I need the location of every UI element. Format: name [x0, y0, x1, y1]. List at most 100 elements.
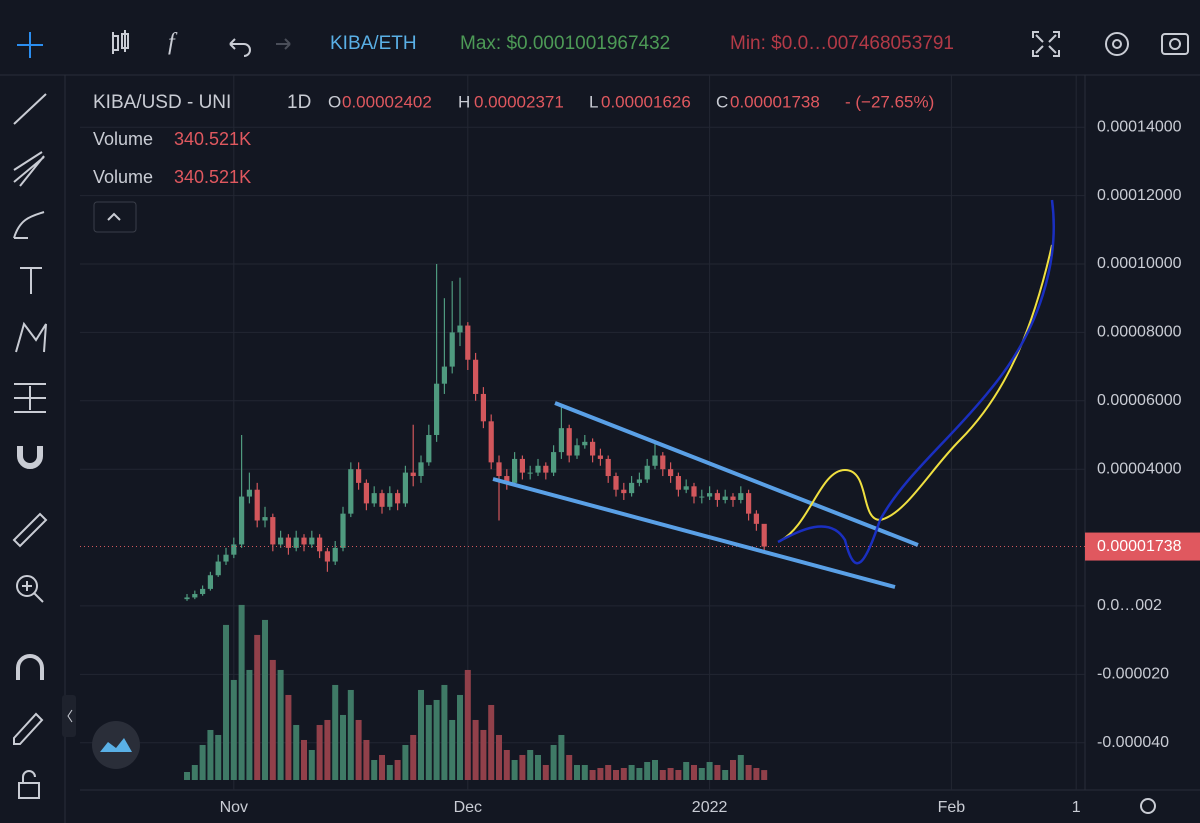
volume-bar [651, 759, 658, 780]
magnet-tool[interactable] [17, 446, 43, 469]
candle-body [551, 452, 557, 473]
lock-button[interactable] [18, 782, 40, 799]
snapshot-button[interactable] [1161, 33, 1189, 55]
volume-bar [690, 764, 697, 780]
candle-body [207, 575, 214, 589]
candle-body [714, 493, 720, 500]
y-tick-label: 0.00012000 [1097, 187, 1182, 204]
magnet-mode-button[interactable] [16, 654, 44, 680]
measure-tool[interactable] [12, 512, 48, 548]
y-tick-label: 0.00004000 [1097, 460, 1182, 477]
x-tick-label: Dec [454, 799, 482, 816]
fib-tool[interactable] [13, 151, 45, 187]
volume-bar [753, 767, 760, 780]
volume-bar [457, 694, 464, 780]
candle-body [278, 537, 284, 545]
indicators-button[interactable]: f [168, 30, 178, 56]
legend-h: H [458, 92, 470, 111]
candle-body [200, 588, 206, 595]
candle-body [285, 537, 292, 548]
x-tick-label: 1 [1072, 799, 1081, 816]
volume-bar [285, 694, 292, 780]
volume-bar [347, 689, 354, 780]
volume-bar [558, 734, 565, 780]
fullscreen-button[interactable] [1032, 31, 1060, 57]
volume-bar [332, 684, 339, 780]
legend-low: 0.00001626 [601, 92, 691, 111]
candle-body [613, 476, 619, 490]
volume-bar [737, 754, 744, 780]
legend-high: 0.00002371 [474, 92, 564, 111]
volume-bar [301, 739, 308, 780]
volume-label: Volume [93, 167, 153, 187]
candle-body [730, 496, 736, 500]
volume-bar [355, 719, 362, 780]
volume-bar [308, 749, 315, 780]
volume-bar [722, 769, 729, 780]
volume-bar [371, 759, 378, 780]
volume-bar [503, 749, 510, 780]
volume-bar [472, 719, 479, 780]
zoom-icon [22, 581, 44, 603]
max-label: Max: $0.0001001967432 [460, 33, 670, 54]
y-tick-label: 0.00014000 [1097, 118, 1182, 135]
candle-body [465, 325, 471, 360]
compare-symbol[interactable]: KIBA/ETH [330, 33, 417, 54]
volume-bar [667, 767, 674, 780]
volume-bar [464, 669, 471, 780]
candle-body [761, 523, 767, 547]
undo-button[interactable] [229, 38, 251, 57]
settings-button[interactable] [1105, 32, 1129, 56]
legend-open: 0.00002402 [342, 92, 432, 111]
candle-body [745, 493, 752, 514]
candle-body [597, 455, 604, 459]
volume-bar [488, 704, 495, 780]
volume-bar [410, 734, 417, 780]
text-tool[interactable] [20, 267, 42, 294]
prediction-tool[interactable] [14, 383, 46, 413]
candle-body [262, 517, 268, 521]
volume-bar [418, 689, 425, 780]
brush-tool[interactable] [13, 211, 45, 239]
tradingview-logo[interactable] [92, 721, 140, 769]
volume-bar [340, 714, 347, 780]
forecast-curve [779, 244, 1053, 542]
collapse-legend-button[interactable] [93, 201, 137, 233]
volume-bar [433, 699, 440, 780]
candle-body [519, 458, 526, 473]
volume-bar [386, 764, 393, 780]
volume-bar [698, 767, 705, 780]
volume-bar [589, 769, 596, 780]
candle-body [504, 476, 510, 483]
zoom-tool[interactable] [16, 575, 38, 597]
legend-change: - (−27.65%) [845, 92, 934, 111]
stay-in-drawing-button[interactable] [13, 712, 44, 745]
candle-body [652, 455, 658, 466]
volume-bar [745, 764, 752, 780]
volume-bar [542, 764, 549, 780]
pattern-tool[interactable] [15, 321, 47, 353]
volume-bar [246, 669, 253, 780]
candle-body [246, 489, 253, 497]
volume-bar [566, 754, 573, 780]
candle-body [402, 472, 409, 504]
volume-bar [363, 739, 370, 780]
volume-bar [628, 764, 635, 780]
volume-bar [238, 604, 245, 780]
volume-bar [581, 764, 588, 780]
volume-bar [293, 724, 300, 780]
candle-body [254, 489, 260, 521]
candle-body [309, 537, 315, 545]
collapse-toolbar-button[interactable] [62, 695, 76, 737]
candle-type-button[interactable] [112, 30, 129, 54]
candle-body [535, 465, 541, 473]
axis-settings-button[interactable] [1140, 798, 1156, 814]
redo-button[interactable] [276, 38, 291, 50]
volume-bar [761, 770, 768, 780]
volume-bar [425, 704, 432, 780]
candle-body [231, 544, 237, 555]
trendline-tool[interactable] [13, 93, 47, 125]
volume-bar [535, 754, 542, 780]
crosshair-tool[interactable] [17, 32, 43, 58]
